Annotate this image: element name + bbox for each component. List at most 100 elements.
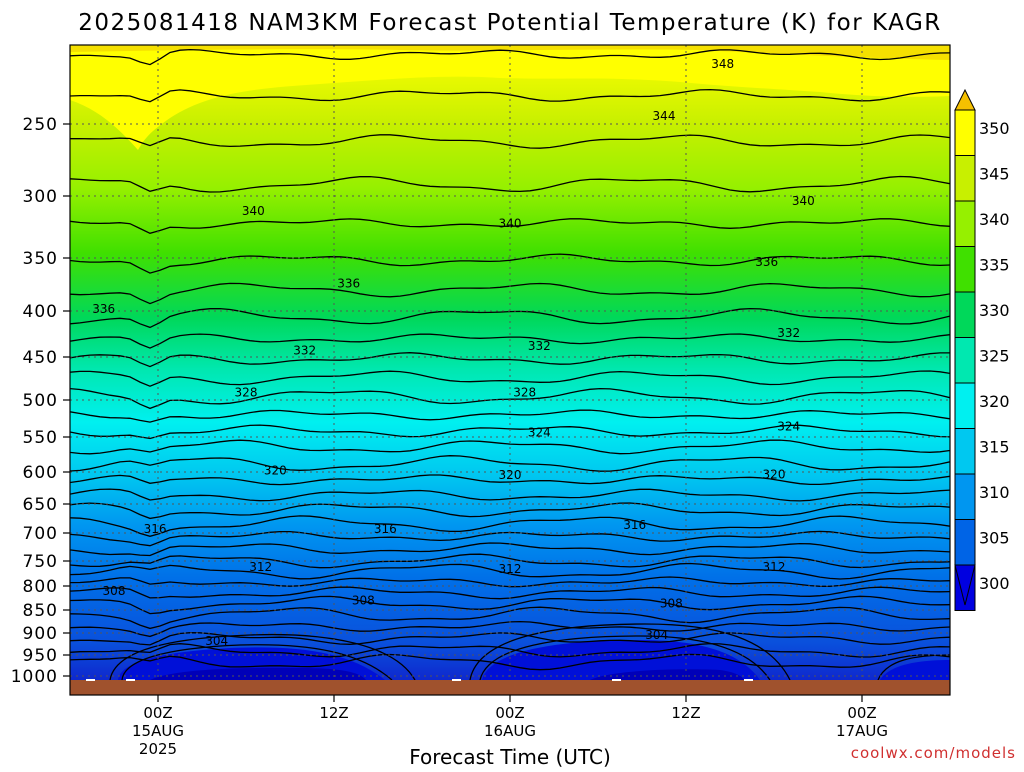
contour-label: 316 xyxy=(374,522,397,536)
x-tick-label: 12Z xyxy=(671,704,700,722)
isentrope-line xyxy=(70,253,950,274)
colorbar-swatch xyxy=(954,200,976,247)
grid-lines xyxy=(70,45,950,680)
colorbar-arrow-bottom xyxy=(954,564,976,606)
x-tick-date: 15AUG xyxy=(132,722,184,740)
contour-label: 308 xyxy=(352,593,375,607)
contour-label: 304 xyxy=(645,628,668,642)
contour-label: 320 xyxy=(499,468,522,482)
isentrope-loop xyxy=(479,635,771,681)
colorbar-swatch xyxy=(954,382,976,429)
chart-title: 2025081418 NAM3KM Forecast Potential Tem… xyxy=(78,10,942,36)
isentrope-line xyxy=(70,553,950,569)
contour-label: 332 xyxy=(528,339,551,353)
isentrope-line xyxy=(70,409,950,423)
colorbar-label: 300 xyxy=(979,574,1010,593)
colorbar-swatch xyxy=(954,473,976,520)
x-tick-label: 00Z xyxy=(847,704,876,722)
contour-label: 324 xyxy=(528,426,551,440)
contour-label: 336 xyxy=(755,255,778,269)
colorbar-swatch xyxy=(954,109,976,156)
contour-label: 320 xyxy=(763,468,786,482)
y-tick-label: 600 xyxy=(23,463,58,483)
isentrope-line xyxy=(70,595,950,615)
colorbar-label: 310 xyxy=(979,483,1010,502)
isentrope-loop xyxy=(109,633,416,681)
y-tick-label: 500 xyxy=(23,391,58,411)
colorbar-label: 335 xyxy=(979,256,1010,275)
colorbar-swatch xyxy=(954,291,976,338)
y-tick-label: 250 xyxy=(23,115,58,135)
colorbar-label: 340 xyxy=(979,210,1010,229)
contour-label: 312 xyxy=(763,560,786,574)
contour-label: 340 xyxy=(792,194,815,208)
y-tick-label: 400 xyxy=(23,302,58,322)
y-tick-label: 900 xyxy=(23,624,58,644)
contour-label: 348 xyxy=(711,57,734,71)
isentrope-line xyxy=(70,134,950,149)
contour-label: 340 xyxy=(499,216,522,230)
isentrope-loop xyxy=(469,623,791,681)
y-tick-label: 850 xyxy=(23,601,58,621)
isentrope-line xyxy=(70,370,950,387)
isentrope-line xyxy=(70,175,950,193)
contour-label: 336 xyxy=(92,302,115,316)
y-tick-label: 650 xyxy=(23,495,58,515)
isentrope-line xyxy=(70,333,950,349)
contour-label: 312 xyxy=(499,562,522,576)
y-tick-label: 300 xyxy=(23,187,58,207)
cold-pocket-1-core xyxy=(150,667,366,680)
cold-pocket-2-core xyxy=(590,669,744,680)
ground-surface xyxy=(70,680,950,695)
warm-cap-top xyxy=(70,45,950,60)
isentrope-line xyxy=(70,488,950,502)
colorbar-label: 325 xyxy=(979,347,1010,366)
contour-label: 328 xyxy=(235,385,258,399)
x-tick-label: 00Z xyxy=(143,704,172,722)
x-tick-date: 16AUG xyxy=(484,722,536,740)
isentrope-line xyxy=(70,48,950,66)
colorbar-swatch xyxy=(954,519,976,566)
isentrope-line xyxy=(70,515,950,537)
contour-label: 308 xyxy=(103,584,126,598)
y-tick-label: 950 xyxy=(23,646,58,666)
colorbar-swatch xyxy=(954,428,976,475)
colorbar: 350 345 340 335 330 325 320 315 310 305 300 xyxy=(954,88,1010,611)
credit-text: coolwx.com/models xyxy=(851,744,1016,762)
plot-area: 348 344 340 340 340 336 336 336 332 332 332 328 328 3… xyxy=(70,45,950,695)
x-tick-year: 2025 xyxy=(139,740,177,758)
x-tick-label: 12Z xyxy=(319,704,348,722)
y-tick-label: 1000 xyxy=(11,667,58,687)
isentrope-loop xyxy=(877,654,950,681)
isentrope-line xyxy=(70,307,950,329)
y-tick-label: 550 xyxy=(23,428,58,448)
colorbar-swatch xyxy=(954,246,976,293)
cold-pocket-3 xyxy=(880,660,950,680)
contour-label: 328 xyxy=(513,385,536,399)
isentrope-line xyxy=(70,455,950,472)
contour-label: 308 xyxy=(660,596,683,610)
isentrope-line xyxy=(70,352,950,368)
isentrope-line xyxy=(70,502,950,520)
colorbar-label: 320 xyxy=(979,392,1010,411)
y-tick-label: 450 xyxy=(23,348,58,368)
contour-labels: 348 344 340 340 340 336 336 336 332 332 332 328 328 3… xyxy=(92,57,815,648)
contour-label: 320 xyxy=(264,464,287,478)
isentrope-line xyxy=(70,642,950,658)
isentrope-line xyxy=(70,653,950,671)
colorbar-swatch xyxy=(954,155,976,202)
contour-label: 316 xyxy=(144,522,167,536)
y-tick-label: 350 xyxy=(23,249,58,269)
contour-label: 324 xyxy=(777,420,800,434)
colorbar-label: 305 xyxy=(979,529,1010,548)
y-tick-label: 750 xyxy=(23,552,58,572)
isentrope-line xyxy=(70,439,950,455)
isentrope-loop xyxy=(121,644,393,681)
contour-label: 340 xyxy=(242,204,265,218)
y-tick-label: 800 xyxy=(23,577,58,597)
colorbar-label: 350 xyxy=(979,119,1010,138)
y-axis: 250 300 350 400 450 500 550 600 650 700 750 800 850 9… xyxy=(11,115,70,687)
